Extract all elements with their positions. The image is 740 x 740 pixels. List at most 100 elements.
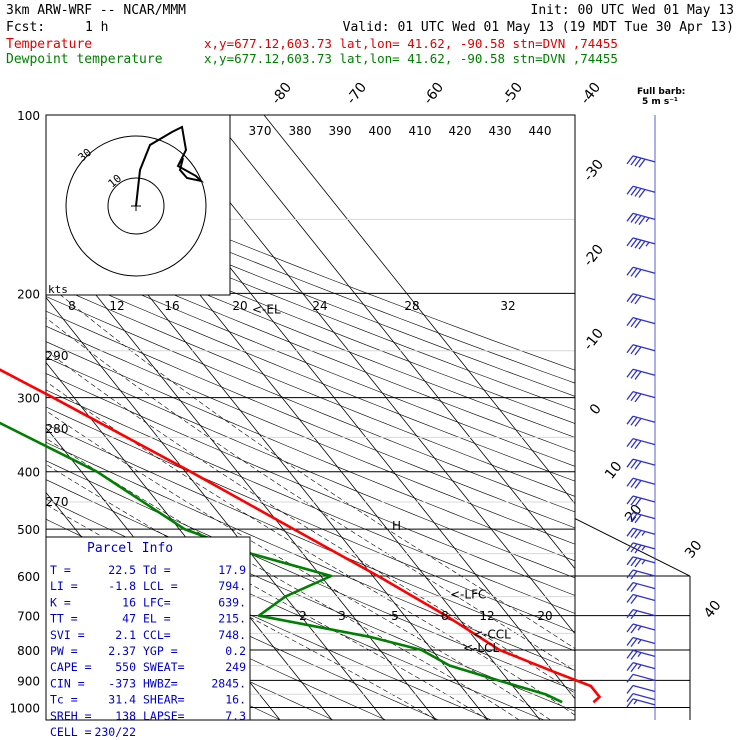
parcel-value: 17.9 bbox=[218, 563, 246, 577]
pressure-tick-label: 900 bbox=[17, 674, 40, 688]
wind-barb bbox=[626, 684, 656, 694]
pressure-tick-label: 400 bbox=[17, 466, 40, 480]
parcel-value: 215. bbox=[218, 612, 246, 626]
parcel-info-title: Parcel Info bbox=[87, 541, 173, 556]
wind-key-line2: 5 m s⁻¹ bbox=[642, 97, 678, 107]
dry-adiabat bbox=[46, 176, 575, 384]
moist-adiabat bbox=[46, 350, 575, 694]
plot-frame bbox=[45, 114, 576, 721]
wind-barb bbox=[626, 556, 656, 568]
dry-adiabat bbox=[46, 164, 575, 371]
parcel-row: SVI = bbox=[50, 628, 85, 642]
speed-label: 32 bbox=[500, 299, 515, 313]
theta-label: 370 bbox=[249, 124, 272, 138]
parcel-row: Tc = bbox=[50, 693, 78, 707]
temperature-tick-label: 40 bbox=[701, 598, 725, 622]
parcel-row: CCL= bbox=[143, 628, 171, 642]
pressure-tick-label: 300 bbox=[17, 392, 40, 406]
wind-barb bbox=[626, 649, 656, 660]
wind-barb bbox=[626, 581, 656, 593]
parcel-row: T = bbox=[50, 563, 71, 577]
speed-label: 28 bbox=[404, 299, 419, 313]
hodograph-kts-label: kts bbox=[48, 283, 68, 296]
dry-adiabat bbox=[46, 310, 575, 529]
theta-label: 390 bbox=[329, 124, 352, 138]
secondary-label: 290 bbox=[46, 349, 69, 363]
parcel-value: 230/22 bbox=[94, 725, 136, 739]
isotherm bbox=[263, 115, 575, 505]
speed-label: 12 bbox=[109, 299, 124, 313]
temperature-tick-label: -30 bbox=[581, 157, 608, 185]
wind-barb bbox=[626, 437, 656, 450]
hodograph-trace bbox=[135, 125, 205, 207]
speed-label: 20 bbox=[232, 299, 247, 313]
temperature-line bbox=[0, 368, 601, 704]
parcel-value: 0.2 bbox=[225, 644, 246, 658]
isotherm bbox=[159, 115, 575, 635]
parcel-value: -1.8 bbox=[108, 579, 136, 593]
dry-adiabat bbox=[46, 356, 575, 579]
theta-label: 410 bbox=[409, 124, 432, 138]
dry-adiabat bbox=[46, 373, 575, 596]
parcel-info-box bbox=[45, 536, 251, 721]
dewpoint-line bbox=[0, 421, 563, 704]
pressure-tick-label: 600 bbox=[17, 570, 40, 584]
wind-key: Full barb: 5 m s⁻¹ bbox=[637, 87, 685, 107]
parcel-value: 138 bbox=[115, 709, 136, 723]
speed-label: 24 bbox=[312, 299, 327, 313]
wind-barb bbox=[626, 609, 656, 620]
level-marker-label: <-CCL bbox=[473, 627, 511, 641]
dry-adiabat bbox=[46, 253, 575, 467]
parcel-row: YGP = bbox=[143, 644, 178, 658]
wind-barb bbox=[626, 692, 656, 702]
fcst-value: 1 h bbox=[85, 20, 108, 35]
parcel-row: TT = bbox=[50, 612, 78, 626]
mixing-ratio-label: 5 bbox=[391, 609, 399, 623]
wind-barb bbox=[626, 569, 656, 580]
parcel-row: SWEAT= bbox=[143, 660, 185, 674]
level-marker-label: <-EL bbox=[252, 303, 281, 317]
wind-barb bbox=[626, 212, 656, 226]
theta-label: 430 bbox=[489, 124, 512, 138]
speed-label: 8 bbox=[68, 299, 76, 313]
isotherm bbox=[46, 231, 437, 720]
pressure-tick-label: 700 bbox=[17, 610, 40, 624]
temperature-tick-label: -60 bbox=[421, 80, 448, 108]
temperature-tick-label: 10 bbox=[602, 459, 626, 483]
dry-adiabat bbox=[46, 227, 575, 438]
parcel-value: 639. bbox=[218, 595, 246, 609]
wind-barb bbox=[626, 698, 656, 708]
parcel-row: PW = bbox=[50, 644, 78, 658]
temperature-tick-label: -70 bbox=[344, 80, 371, 108]
wind-barb bbox=[626, 415, 656, 427]
temperature-legend-info: x,y=677.12,603.73 lat,lon= 41.62, -90.58… bbox=[204, 36, 618, 51]
pressure-tick-label: 100 bbox=[17, 109, 40, 123]
parcel-value: -373 bbox=[108, 676, 136, 690]
moist-adiabat bbox=[46, 317, 575, 672]
temperature-tick-label: 0 bbox=[587, 401, 605, 418]
parcel-value: 550 bbox=[115, 660, 136, 674]
parcel-value: 22.5 bbox=[108, 563, 136, 577]
temperature-tick-label: -40 bbox=[578, 80, 605, 108]
wind-key-line1: Full barb: bbox=[637, 87, 685, 97]
parcel-value: 47 bbox=[122, 612, 136, 626]
dry-adiabat bbox=[46, 214, 575, 424]
parcel-row: SHEAR= bbox=[143, 693, 185, 707]
dry-adiabat bbox=[46, 460, 575, 691]
parcel-value: 794. bbox=[218, 579, 246, 593]
dry-adiabat bbox=[46, 267, 575, 482]
temperature-tick-label: 30 bbox=[682, 538, 706, 562]
mixing-ratio-label: 12 bbox=[479, 609, 494, 623]
moist-adiabat bbox=[46, 463, 489, 720]
wind-barb bbox=[626, 317, 656, 329]
model-title: 3km ARW-WRF -- NCAR/MMM bbox=[6, 3, 186, 18]
parcel-info-panel: Parcel Info T = 22.5 Td = 17.9 LI = -1.8 LCL =… bbox=[45, 536, 251, 739]
wind-barb bbox=[626, 458, 656, 470]
level-marker-label: H bbox=[392, 519, 401, 533]
valid-time: Valid: 01 UTC Wed 01 May 13 (19 MDT Tue … bbox=[343, 20, 734, 35]
wind-barbs bbox=[626, 115, 656, 720]
moist-adiabat bbox=[46, 410, 551, 720]
header: 3km ARW-WRF -- NCAR/MMM Init: 00 UTC Wed… bbox=[6, 3, 734, 67]
parcel-row: SREH = bbox=[50, 709, 92, 723]
